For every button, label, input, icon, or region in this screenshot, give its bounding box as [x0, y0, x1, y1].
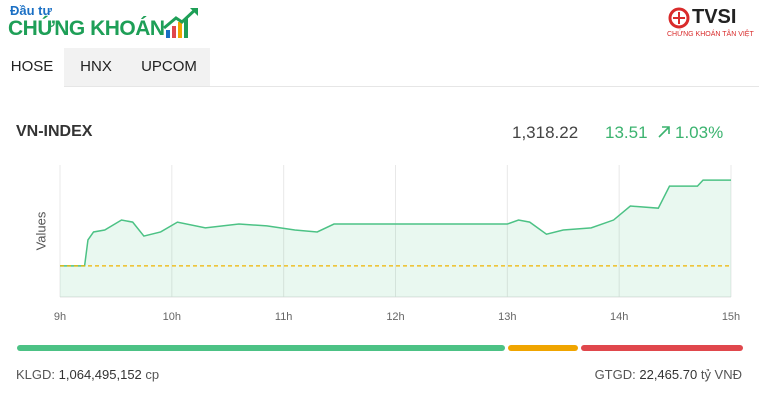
tab[interactable]: HNX [80, 58, 112, 75]
partner-sub: CHỨNG KHOÁN TÂN VIỆT [667, 31, 754, 38]
turnover-value: 22,465.70 [639, 367, 698, 382]
index-change: 13.51 [605, 123, 648, 142]
x-tick-label: 9h [54, 311, 66, 323]
x-tick-label: 10h [163, 311, 181, 323]
x-tick-label: 15h [722, 311, 740, 323]
volume-value: 1,064,495,152 [58, 367, 142, 382]
y-axis-label: Values [33, 211, 48, 250]
tab[interactable]: UPCOM [141, 58, 197, 75]
brand-big: CHỨNG KHOÁN [8, 17, 165, 40]
volume: KLGD: 1,064,495,152 cp [16, 367, 159, 382]
x-tick-label: 12h [386, 311, 404, 323]
chart: Values 9h 10h 11h 12h 13h 14h 15h [33, 165, 740, 323]
breadth-segment [17, 345, 505, 351]
up-arrow [658, 126, 670, 138]
turnover-unit: tỷ VNĐ [700, 367, 742, 382]
tab[interactable]: HOSE [0, 48, 64, 88]
index-name: VN-INDEX [16, 123, 93, 140]
index-percent: 1.03% [675, 123, 724, 142]
line [60, 179, 731, 267]
volume-label: KLGD: [16, 367, 56, 382]
area [60, 180, 731, 297]
turnover-label: GTGD: [594, 367, 636, 382]
turnover: GTGD: 22,465.70 tỷ VNĐ [595, 367, 742, 382]
x-tick-label: 13h [498, 311, 516, 323]
partner-logo [668, 7, 690, 29]
brand-small: Đầu tư [10, 3, 52, 18]
divider [0, 86, 759, 87]
breadth-segment [508, 345, 578, 351]
index-value: 1,318.22 [512, 123, 579, 142]
breadth-segment [581, 345, 743, 351]
tab-bar [64, 48, 210, 86]
x-tick-label: 14h [610, 311, 628, 323]
volume-unit: cp [145, 367, 160, 382]
partner-name: TVSI [692, 6, 737, 28]
brand-icon [163, 7, 198, 38]
x-tick-label: 11h [275, 311, 293, 323]
